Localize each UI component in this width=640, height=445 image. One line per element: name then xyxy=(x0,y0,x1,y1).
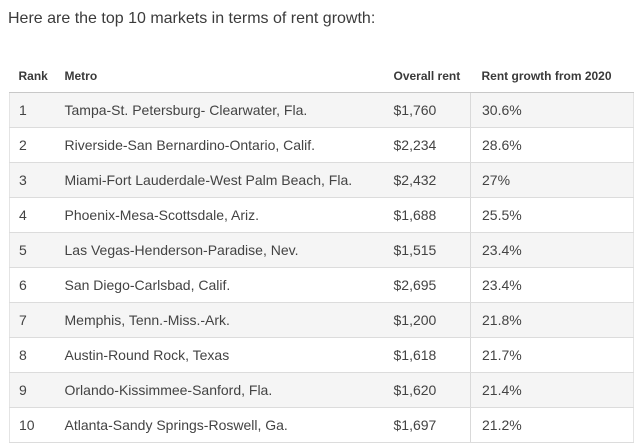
cell-rent-growth: 21.7% xyxy=(470,337,634,373)
cell-rank: 3 xyxy=(9,162,56,198)
cell-rank: 6 xyxy=(9,267,56,303)
cell-metro: Tampa-St. Petersburg- Clearwater, Fla. xyxy=(55,92,383,128)
cell-rank: 10 xyxy=(9,407,56,443)
cell-rank: 7 xyxy=(9,302,56,338)
cell-overall-rent: $2,695 xyxy=(382,267,471,303)
cell-overall-rent: $1,515 xyxy=(382,232,471,268)
cell-overall-rent: $1,688 xyxy=(382,197,471,233)
column-header-rent-growth: Rent growth from 2020 xyxy=(470,60,634,93)
table-row: 9 Orlando-Kissimmee-Sanford, Fla. $1,620 21… xyxy=(9,372,634,408)
cell-metro: Las Vegas-Henderson-Paradise, Nev. xyxy=(55,232,383,268)
cell-metro: Austin-Round Rock, Texas xyxy=(55,337,383,373)
cell-rent-growth: 21.4% xyxy=(470,372,634,408)
table-row: 5 Las Vegas-Henderson-Paradise, Nev. $1,51… xyxy=(9,232,634,268)
cell-rank: 8 xyxy=(9,337,56,373)
cell-rent-growth: 30.6% xyxy=(470,92,634,128)
cell-rank: 1 xyxy=(9,92,56,128)
cell-overall-rent: $1,760 xyxy=(382,92,471,128)
table-body: 1 Tampa-St. Petersburg- Clearwater, Fla. $… xyxy=(9,92,634,443)
table-row: 6 San Diego-Carlsbad, Calif. $2,695 23.4% xyxy=(9,267,634,303)
rent-growth-table: Rank Metro Overall rent Rent growth from… xyxy=(9,60,634,443)
cell-metro: Phoenix-Mesa-Scottsdale, Ariz. xyxy=(55,197,383,233)
column-header-rank: Rank xyxy=(9,60,56,93)
cell-rank: 2 xyxy=(9,127,56,163)
table-row: 10 Atlanta-Sandy Springs-Roswell, Ga. $1,6… xyxy=(9,407,634,443)
cell-overall-rent: $1,697 xyxy=(382,407,471,443)
cell-overall-rent: $1,200 xyxy=(382,302,471,338)
table-row: 3 Miami-Fort Lauderdale-West Palm Beach, … xyxy=(9,162,634,198)
cell-overall-rent: $2,432 xyxy=(382,162,471,198)
cell-rent-growth: 27% xyxy=(470,162,634,198)
cell-rent-growth: 21.8% xyxy=(470,302,634,338)
cell-metro: Atlanta-Sandy Springs-Roswell, Ga. xyxy=(55,407,383,443)
cell-rent-growth: 28.6% xyxy=(470,127,634,163)
cell-rank: 5 xyxy=(9,232,56,268)
cell-rent-growth: 25.5% xyxy=(470,197,634,233)
cell-rank: 9 xyxy=(9,372,56,408)
cell-metro: Riverside-San Bernardino-Ontario, Calif. xyxy=(55,127,383,163)
cell-metro: Memphis, Tenn.-Miss.-Ark. xyxy=(55,302,383,338)
cell-rent-growth: 23.4% xyxy=(470,267,634,303)
cell-rent-growth: 23.4% xyxy=(470,232,634,268)
cell-metro: Orlando-Kissimmee-Sanford, Fla. xyxy=(55,372,383,408)
cell-overall-rent: $1,620 xyxy=(382,372,471,408)
table-row: 8 Austin-Round Rock, Texas $1,618 21.7% xyxy=(9,337,634,373)
column-header-metro: Metro xyxy=(55,60,383,93)
cell-metro: San Diego-Carlsbad, Calif. xyxy=(55,267,383,303)
table-row: 2 Riverside-San Bernardino-Ontario, Calif… xyxy=(9,127,634,163)
page-title: Here are the top 10 markets in terms of … xyxy=(8,10,376,27)
table-row: 1 Tampa-St. Petersburg- Clearwater, Fla. $… xyxy=(9,92,634,128)
table-row: 4 Phoenix-Mesa-Scottsdale, Ariz. $1,688 25.… xyxy=(9,197,634,233)
table-row: 7 Memphis, Tenn.-Miss.-Ark. $1,200 21.8% xyxy=(9,302,634,338)
cell-overall-rent: $2,234 xyxy=(382,127,471,163)
cell-overall-rent: $1,618 xyxy=(382,337,471,373)
cell-rank: 4 xyxy=(9,197,56,233)
column-header-overall-rent: Overall rent xyxy=(382,60,471,93)
cell-metro: Miami-Fort Lauderdale-West Palm Beach, F… xyxy=(55,162,383,198)
cell-rent-growth: 21.2% xyxy=(470,407,634,443)
table-header-row: Rank Metro Overall rent Rent growth from… xyxy=(9,60,634,93)
